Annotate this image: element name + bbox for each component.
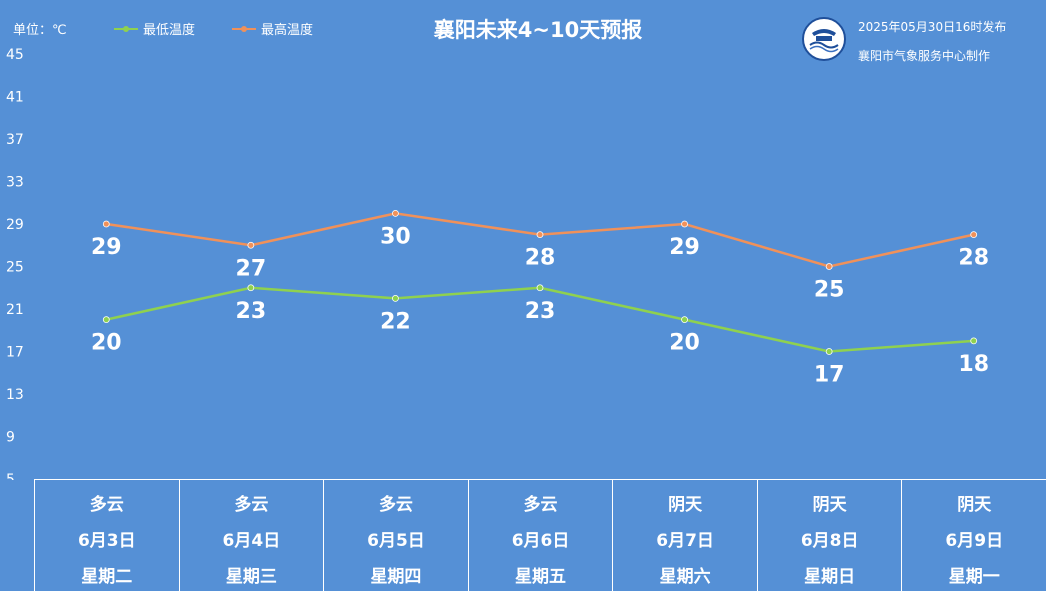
y-tick-label: 25 — [6, 260, 24, 276]
data-label-high-temp: 25 — [814, 278, 845, 303]
data-point-high-temp[interactable] — [681, 220, 688, 228]
y-tick-label: 9 — [6, 430, 15, 446]
data-label-high-temp: 29 — [91, 235, 122, 260]
legend-item-high-temp[interactable]: 最高温度 — [232, 19, 313, 38]
weekday-label: 星期六 — [659, 567, 711, 587]
data-label-high-temp: 28 — [958, 246, 989, 271]
data-point-low-temp[interactable] — [392, 294, 399, 302]
data-label-low-temp: 23 — [236, 299, 267, 324]
data-point-low-temp[interactable] — [247, 284, 255, 292]
weekday-label: 星期二 — [81, 567, 133, 587]
weekday-label: 星期日 — [804, 567, 856, 587]
legend-item-low-temp[interactable]: 最低温度 — [114, 19, 195, 38]
weather-service-logo-icon — [802, 17, 846, 61]
weekday-label: 星期一 — [948, 567, 1000, 587]
data-point-low-temp[interactable] — [970, 337, 978, 345]
y-tick-label: 5 — [6, 472, 15, 480]
y-tick-label: 41 — [6, 90, 24, 106]
data-label-high-temp: 30 — [380, 224, 411, 249]
data-point-high-temp[interactable] — [970, 231, 978, 239]
chart-title: 襄阳未来4~10天预报 — [433, 18, 643, 42]
legend-swatch-high — [232, 25, 256, 32]
day-column: 阴天 6月8日星期日 — [758, 480, 903, 591]
y-tick-label: 17 — [6, 345, 24, 361]
data-label-low-temp: 20 — [669, 331, 700, 356]
data-point-high-temp[interactable] — [247, 241, 255, 249]
weather-label: 阴天 — [812, 495, 847, 515]
day-column: 多云 6月4日星期三 — [180, 480, 325, 591]
weekday-label: 星期三 — [225, 567, 277, 587]
date-label: 6月8日 — [800, 531, 859, 551]
y-tick-label: 13 — [6, 387, 24, 403]
day-column: 多云 6月3日星期二 — [35, 480, 180, 591]
day-table: 多云 6月3日星期二 多云 6月4日星期三 多云 6月5日星期四 多云 6月6日星期五 阴天 6月… — [34, 479, 1046, 591]
y-tick-label: 33 — [6, 175, 24, 191]
weather-label: 阴天 — [668, 495, 703, 515]
data-label-low-temp: 23 — [525, 299, 556, 324]
day-column: 阴天 6月7日星期六 — [613, 480, 758, 591]
data-point-low-temp[interactable] — [825, 348, 833, 355]
y-tick-label: 37 — [6, 132, 24, 148]
data-point-low-temp[interactable] — [536, 284, 544, 292]
data-label-high-temp: 27 — [236, 256, 267, 281]
data-point-high-temp[interactable] — [825, 263, 833, 270]
publisher-label: 襄阳市气象服务中心制作 — [858, 49, 991, 63]
line-chart-plot: 5 9 13 17 21 25 29 33 37 41 45 20 23 22 23 20 17 18 29 27 30… — [6, 47, 989, 480]
data-point-high-temp[interactable] — [392, 209, 399, 217]
data-label-low-temp: 17 — [814, 363, 845, 388]
data-label-high-temp: 28 — [525, 246, 556, 271]
weather-label: 多云 — [523, 495, 558, 515]
weather-label: 多云 — [89, 495, 124, 515]
legend-label-low: 最低温度 — [143, 23, 196, 38]
data-point-high-temp[interactable] — [102, 220, 110, 228]
data-point-low-temp[interactable] — [681, 316, 688, 324]
y-tick-label: 29 — [6, 217, 24, 233]
data-point-high-temp[interactable] — [536, 231, 544, 239]
weather-label: 多云 — [378, 495, 413, 515]
legend-label-high: 最高温度 — [261, 23, 314, 38]
weather-label: 多云 — [234, 495, 269, 515]
date-label: 6月6日 — [511, 531, 570, 551]
date-label: 6月7日 — [656, 531, 714, 551]
day-column: 阴天 6月9日星期一 — [902, 480, 1046, 591]
y-tick-label: 21 — [6, 302, 24, 318]
day-column: 多云 6月5日星期四 — [324, 480, 469, 591]
data-label-high-temp: 29 — [669, 235, 700, 260]
data-label-low-temp: 20 — [91, 331, 122, 356]
date-label: 6月9日 — [945, 531, 1004, 551]
weekday-label: 星期五 — [515, 567, 567, 587]
date-label: 6月3日 — [77, 531, 136, 551]
publish-time: 2025年05月30日16时发布 — [858, 20, 1007, 34]
day-column: 多云 6月6日星期五 — [469, 480, 614, 591]
date-label: 6月5日 — [367, 531, 425, 551]
data-label-low-temp: 22 — [380, 309, 411, 334]
weekday-label: 星期四 — [370, 567, 422, 587]
unit-label: 单位：℃ — [13, 23, 67, 38]
legend-swatch-low — [114, 25, 138, 32]
data-point-low-temp[interactable] — [102, 316, 110, 324]
weather-label: 阴天 — [957, 495, 992, 515]
data-label-low-temp: 18 — [958, 352, 989, 377]
date-label: 6月4日 — [222, 531, 281, 551]
y-tick-label: 45 — [6, 47, 24, 63]
